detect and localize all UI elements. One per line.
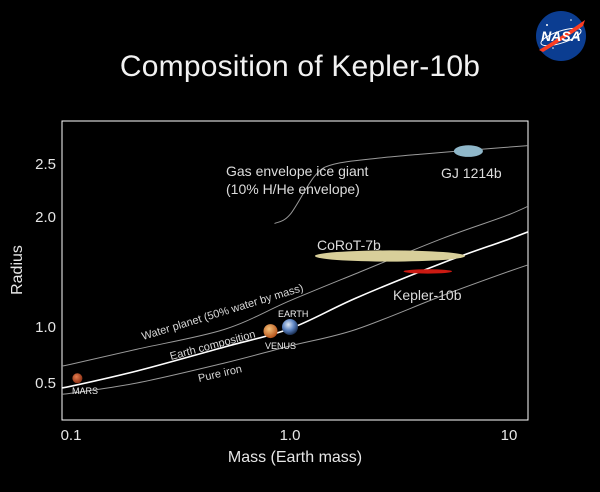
y-axis-label: Radius — [9, 245, 26, 295]
venus-label: VENUS — [265, 341, 296, 351]
nasa-logo-text: NASA — [541, 28, 581, 44]
pure-iron-label: Pure iron — [197, 363, 243, 385]
pure-iron-curve — [62, 264, 528, 395]
x-tick-label: 10 — [501, 427, 518, 444]
y-tick-label: 0.5 — [35, 375, 56, 392]
kepler10b-label: Kepler-10b — [393, 287, 462, 303]
water-planet-curve — [62, 205, 528, 367]
gj1214b-marker — [453, 145, 483, 157]
corot7b-label: CoRoT-7b — [317, 237, 381, 253]
earth-label: EARTH — [278, 309, 308, 319]
gas-giant-label: Gas envelope ice giant — [226, 163, 369, 179]
chart-title: Composition of Kepler-10b — [119, 50, 481, 83]
kepler10b-marker — [403, 269, 453, 274]
nasa-logo-star — [546, 24, 548, 26]
gj1214b-label: GJ 1214b — [441, 165, 502, 181]
gas-giant-label-line2: (10% H/He envelope) — [226, 181, 360, 197]
mars-marker — [72, 373, 83, 384]
corot7b-marker — [314, 250, 466, 262]
x-axis-label: Mass (Earth mass) — [228, 449, 362, 466]
nasa-logo-star — [552, 47, 554, 49]
y-tick-label: 2.0 — [35, 209, 56, 226]
venus-marker — [263, 324, 278, 339]
earth-marker — [282, 319, 298, 335]
x-tick-label: 0.1 — [61, 427, 82, 444]
y-tick-label: 2.5 — [35, 156, 56, 173]
nasa-logo: NASA — [536, 11, 586, 61]
nasa-logo-vector — [539, 20, 585, 52]
mars-label: MARS — [72, 386, 98, 396]
x-tick-label: 1.0 — [280, 427, 301, 444]
nasa-logo-orbit — [540, 27, 582, 47]
nasa-logo-star — [570, 19, 572, 21]
y-tick-label: 1.0 — [35, 319, 56, 336]
solar-system-planets — [72, 319, 298, 384]
plot-frame — [61, 120, 529, 421]
exoplanet-markers — [314, 145, 483, 274]
